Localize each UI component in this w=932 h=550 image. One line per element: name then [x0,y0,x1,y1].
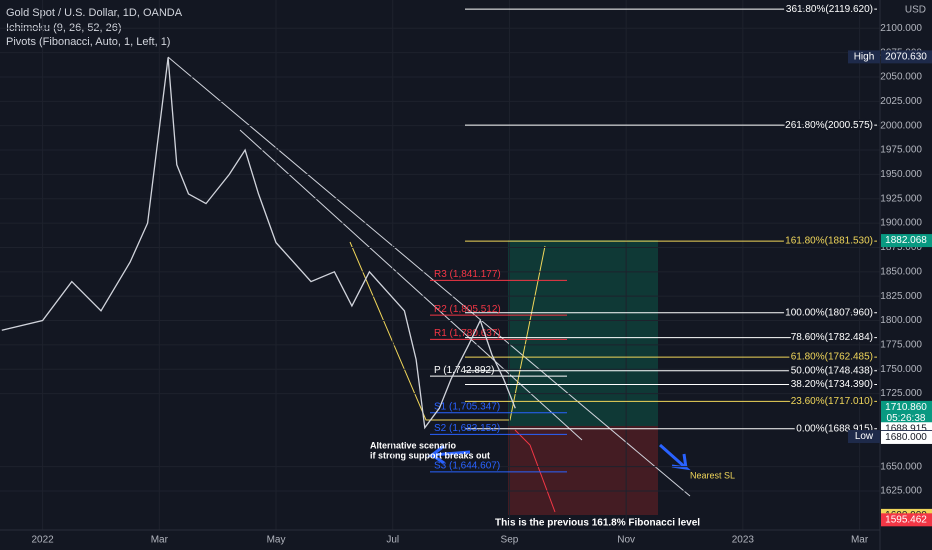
annotation: This is the previous 161.8% Fibonacci le… [495,518,700,529]
fib-label: 50.00%(1748.438) [791,365,873,376]
annotation: Alternative scenario [370,440,457,450]
price-badge-label: 1688.915 [885,423,927,434]
scenario-path [349,241,546,421]
y-tick-label: 1775.000 [880,340,922,351]
price-badge-label: 1680.000 [885,432,927,443]
trend-line [167,56,691,497]
currency: USD [905,5,926,16]
y-tick-label: 1900.000 [880,218,922,229]
y-tick-label: 1975.000 [880,145,922,156]
y-tick-label: 2050.000 [880,72,922,83]
x-tick-label: Mar [151,535,169,546]
y-tick-label: 2000.000 [880,120,922,131]
y-tick-label: 1825.000 [880,291,922,302]
y-tick-label: 1650.000 [880,461,922,472]
x-tick-label: 2023 [732,535,755,546]
x-tick-label: May [267,535,286,546]
symbol-title: Gold Spot / U.S. Dollar, 1D, OANDA [6,7,183,19]
pivot-label: P (1,742.892) [434,365,494,376]
annotation: if strong support breaks out [370,450,490,460]
y-tick-label: 1725.000 [880,388,922,399]
pivot-label: R2 (1,805.512) [434,304,501,315]
y-tick-label: 1750.000 [880,364,922,375]
y-tick-label: 1925.000 [880,193,922,204]
fib-label: 38.20%(1734.390) [791,379,873,390]
fib-label: 261.80%(2000.575) [785,120,873,131]
price-badge-tag [848,50,880,64]
annotation: Nearest SL [690,470,735,480]
price-badge [881,513,932,527]
y-tick-label: 2100.000 [880,23,922,34]
pivot-label: S2 (1,683.152) [434,423,500,434]
arrow [426,444,471,465]
price-badge [881,50,932,64]
price-badge [881,400,932,425]
y-tick-label: 1950.000 [880,169,922,180]
y-tick-label: 1850.000 [880,266,922,277]
price-badge-label: 1595.462 [885,514,927,525]
loss-zone [508,426,658,515]
price-badge [881,234,932,248]
price-badge [881,430,932,444]
price-badge-tag-label: High [854,52,875,63]
price-line [1,57,516,430]
fib-label: 61.80%(1762.485) [791,352,873,363]
price-badge-label: 1710.860 [885,402,927,413]
x-tick-label: Mar [851,535,869,546]
price-badge-label: 2070.630 [885,52,927,63]
y-tick-label: 2025.000 [880,96,922,107]
price-badge-label: 1882.068 [885,235,927,246]
fib-label: 361.80%(2119.620) [786,4,873,15]
x-tick-label: Jul [386,535,399,546]
y-tick-label: 1800.000 [880,315,922,326]
price-badge-timer: 05:26:38 [887,413,926,424]
scenario-path [514,429,556,513]
x-tick-label: Nov [617,535,635,546]
fib-label: 78.60%(1782.484) [791,332,873,343]
pivot-label: S3 (1,644.607) [434,461,500,472]
pivot-label: S1 (1,705.347) [434,401,500,412]
pivot-label: R3 (1,841.177) [434,269,501,280]
fib-label: 100.00%(1807.960) [785,307,873,318]
profit-zone [508,240,658,426]
y-tick-label: 1875.000 [880,242,922,253]
fib-label: 23.60%(1717.010) [791,396,873,407]
indicator: Pivots (Fibonacci, Auto, 1, Left, 1) [6,36,170,48]
y-tick-label: 1625.000 [880,486,922,497]
x-tick-label: 2022 [31,535,54,546]
fib-label: 161.80%(1881.530) [785,236,873,247]
trend-line [239,129,583,441]
x-tick-label: Sep [501,535,519,546]
price-badge-tag [848,430,880,444]
pivot-label: R1 (1,780.637) [434,328,501,339]
price-badge-tag-label: Low [855,431,874,442]
